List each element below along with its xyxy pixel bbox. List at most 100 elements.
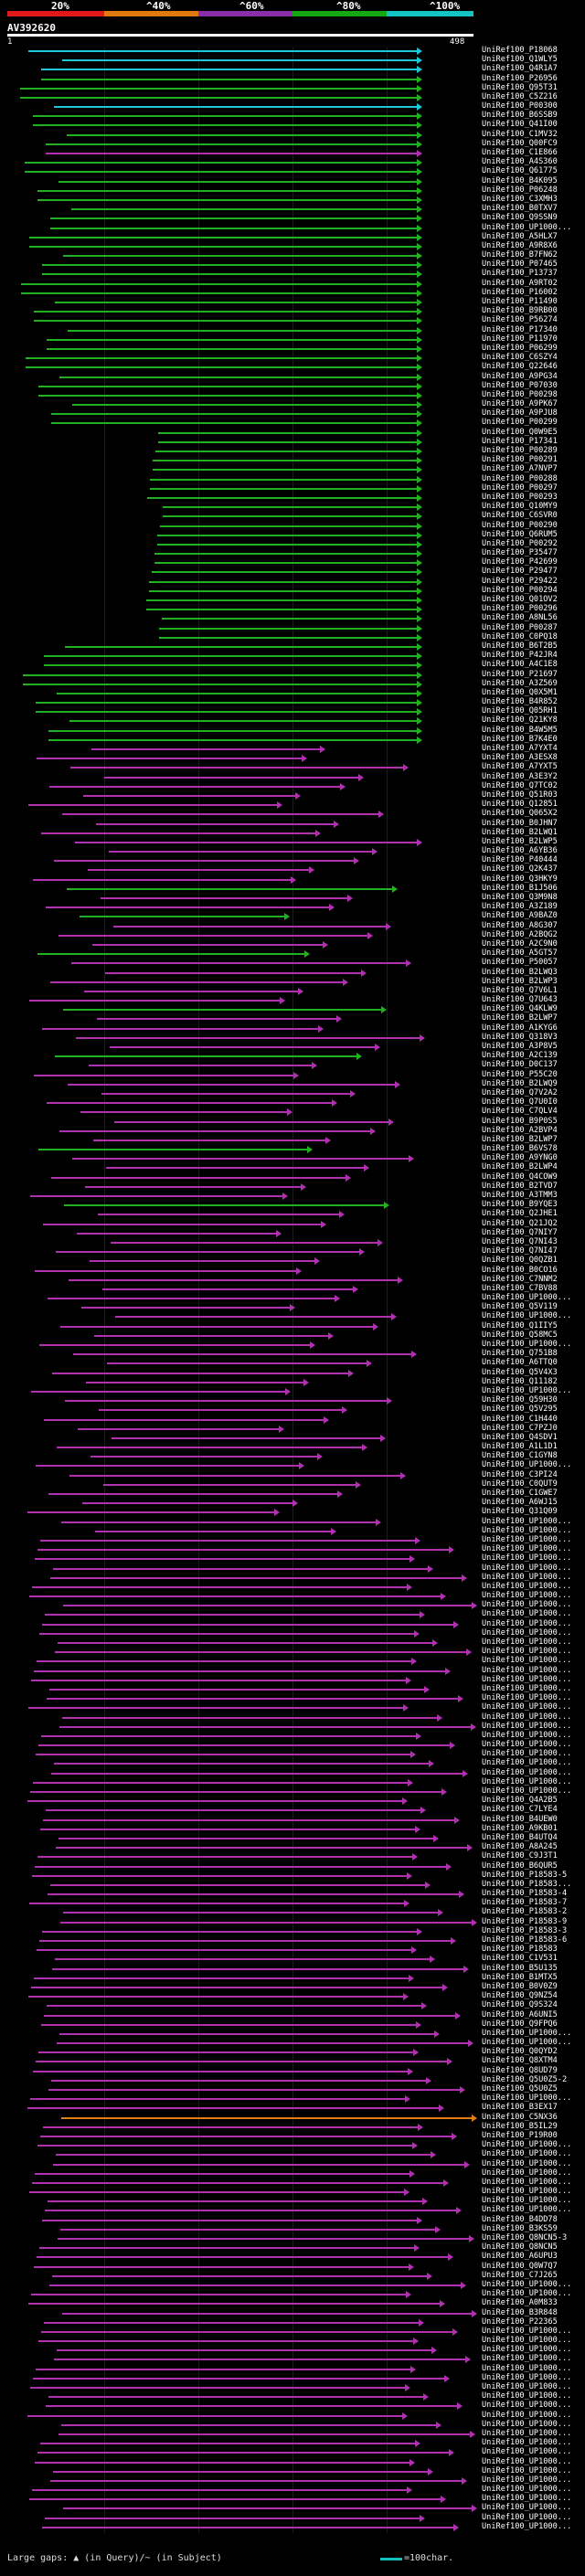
hit-label[interactable]: UniRef100_A8G307 [482, 920, 558, 930]
hit-label[interactable]: UniRef100_UP1000... [482, 2419, 572, 2429]
hit-label[interactable]: UniRef100_UP1000... [482, 1627, 572, 1638]
hit-label[interactable]: UniRef100_UP1000... [482, 1693, 572, 1703]
hit-label[interactable]: UniRef100_B2LWP5 [482, 836, 558, 846]
hit-row[interactable]: UniRef100_UP1000... [0, 1693, 585, 1703]
hit-label[interactable]: UniRef100_Q318V3 [482, 1032, 558, 1042]
hit-row[interactable]: UniRef100_B2LWQ9 [0, 1079, 585, 1088]
hit-label[interactable]: UniRef100_UP1000... [482, 1683, 572, 1693]
hit-row[interactable]: UniRef100_Q22646 [0, 362, 585, 372]
hit-row[interactable]: UniRef100_A2BVP4 [0, 1126, 585, 1135]
hit-label[interactable]: UniRef100_UP1000... [482, 1702, 572, 1712]
hit-row[interactable]: UniRef100_B0TXV7 [0, 204, 585, 214]
hit-row[interactable]: UniRef100_UP1000... [0, 2522, 585, 2531]
hit-row[interactable]: UniRef100_P00287 [0, 623, 585, 632]
hit-row[interactable]: UniRef100_P00293 [0, 493, 585, 502]
hit-label[interactable]: UniRef100_B2LWP4 [482, 1162, 558, 1172]
hit-label[interactable]: UniRef100_UP1000... [482, 1656, 572, 1666]
hit-row[interactable]: UniRef100_UP1000... [0, 1311, 585, 1321]
hit-label[interactable]: UniRef100_UP1000... [482, 1311, 572, 1321]
hit-row[interactable]: UniRef100_Q7NI43 [0, 1237, 585, 1246]
hit-label[interactable]: UniRef100_P06299 [482, 343, 558, 353]
hit-row[interactable]: UniRef100_C1GYN8 [0, 1451, 585, 1461]
hit-label[interactable]: UniRef100_UP1000... [482, 2149, 572, 2159]
hit-label[interactable]: UniRef100_Q05RH1 [482, 706, 558, 716]
hit-row[interactable]: UniRef100_A9RT02 [0, 279, 585, 288]
hit-row[interactable]: UniRef100_P00288 [0, 474, 585, 483]
hit-row[interactable]: UniRef100_B7FN62 [0, 250, 585, 260]
hit-row[interactable]: UniRef100_UP1000... [0, 1619, 585, 1628]
hit-label[interactable]: UniRef100_Q1WLY5 [482, 55, 558, 65]
hit-row[interactable]: UniRef100_A3P8V5 [0, 1042, 585, 1052]
hit-row[interactable]: UniRef100_P29477 [0, 567, 585, 577]
hit-label[interactable]: UniRef100_P13737 [482, 269, 558, 279]
hit-row[interactable]: UniRef100_UP1000... [0, 2457, 585, 2466]
hit-label[interactable]: UniRef100_Q61775 [482, 166, 558, 176]
hit-row[interactable]: UniRef100_C7PZJ0 [0, 1424, 585, 1433]
hit-label[interactable]: UniRef100_A3P8V5 [482, 1042, 558, 1052]
hit-label[interactable]: UniRef100_P29477 [482, 567, 558, 577]
hit-label[interactable]: UniRef100_P00289 [482, 446, 558, 456]
hit-label[interactable]: UniRef100_UP1000... [482, 1385, 572, 1395]
hit-label[interactable]: UniRef100_C5Z216 [482, 91, 558, 101]
hit-label[interactable]: UniRef100_C3PI24 [482, 1469, 558, 1479]
hit-row[interactable]: UniRef100_UP1000... [0, 1675, 585, 1684]
hit-row[interactable]: UniRef100_UP1000... [0, 2094, 585, 2104]
hit-label[interactable]: UniRef100_B2LWP7 [482, 1013, 558, 1023]
hit-row[interactable]: UniRef100_UP1000... [0, 2475, 585, 2485]
hit-label[interactable]: UniRef100_A4S360 [482, 157, 558, 167]
hit-label[interactable]: UniRef100_A2BQG2 [482, 929, 558, 939]
hit-label[interactable]: UniRef100_B0CO16 [482, 1265, 558, 1275]
hit-label[interactable]: UniRef100_UP1000... [482, 2503, 572, 2513]
hit-row[interactable]: UniRef100_A9YNG0 [0, 1153, 585, 1163]
hit-label[interactable]: UniRef100_B6SSB9 [482, 111, 558, 121]
hit-label[interactable]: UniRef100_A9YNG0 [482, 1153, 558, 1163]
hit-row[interactable]: UniRef100_P00296 [0, 604, 585, 614]
hit-label[interactable]: UniRef100_UP1000... [482, 2345, 572, 2355]
hit-label[interactable]: UniRef100_UP1000... [482, 2326, 572, 2336]
hit-label[interactable]: UniRef100_UP1000... [482, 2372, 572, 2382]
hit-row[interactable]: UniRef100_UP1000... [0, 1776, 585, 1786]
hit-label[interactable]: UniRef100_UP1000... [482, 1609, 572, 1619]
hit-label[interactable]: UniRef100_Q2K437 [482, 864, 558, 875]
hit-label[interactable]: UniRef100_A9PK67 [482, 399, 558, 409]
hit-label[interactable]: UniRef100_Q7V6L1 [482, 985, 558, 995]
hit-row[interactable]: UniRef100_UP1000... [0, 223, 585, 232]
hit-row[interactable]: UniRef100_B3EX17 [0, 2103, 585, 2113]
hit-row[interactable]: UniRef100_P00297 [0, 483, 585, 493]
hit-label[interactable]: UniRef100_UP1000... [482, 2279, 572, 2289]
hit-row[interactable]: UniRef100_A9BAZ0 [0, 911, 585, 921]
hit-row[interactable]: UniRef100_Q7U643 [0, 995, 585, 1005]
hit-row[interactable]: UniRef100_Q8UD79 [0, 2066, 585, 2075]
hit-label[interactable]: UniRef100_UP1000... [482, 1776, 572, 1786]
hit-row[interactable]: UniRef100_P18583-4 [0, 1889, 585, 1899]
hit-row[interactable]: UniRef100_B2LWQ1 [0, 828, 585, 837]
hit-label[interactable]: UniRef100_UP1000... [482, 1293, 572, 1303]
hit-row[interactable]: UniRef100_UP1000... [0, 2503, 585, 2513]
hit-label[interactable]: UniRef100_C7QLV4 [482, 1107, 558, 1117]
hit-label[interactable]: UniRef100_Q00FC9 [482, 138, 558, 148]
hit-row[interactable]: UniRef100_P07030 [0, 381, 585, 390]
hit-label[interactable]: UniRef100_B0V0Z9 [482, 1981, 558, 1991]
hit-row[interactable]: UniRef100_A4C1E8 [0, 660, 585, 670]
hit-row[interactable]: UniRef100_A4S360 [0, 157, 585, 167]
hit-label[interactable]: UniRef100_A0M833 [482, 2298, 558, 2308]
hit-row[interactable]: UniRef100_UP1000... [0, 2485, 585, 2495]
hit-row[interactable]: UniRef100_UP1000... [0, 2438, 585, 2448]
hit-row[interactable]: UniRef100_Q2JHE1 [0, 1209, 585, 1219]
hit-row[interactable]: UniRef100_UP1000... [0, 2429, 585, 2438]
hit-row[interactable]: UniRef100_Q3HKY9 [0, 875, 585, 884]
hit-label[interactable]: UniRef100_UP1000... [482, 2363, 572, 2373]
hit-row[interactable]: UniRef100_UP1000... [0, 1564, 585, 1573]
hit-label[interactable]: UniRef100_B4K095 [482, 175, 558, 186]
hit-row[interactable]: UniRef100_A1KYG6 [0, 1023, 585, 1033]
hit-row[interactable]: UniRef100_P21697 [0, 670, 585, 679]
hit-label[interactable]: UniRef100_UP1000... [482, 2485, 572, 2495]
hit-label[interactable]: UniRef100_UP1000... [482, 1544, 572, 1554]
hit-row[interactable]: UniRef100_C9J3T1 [0, 1851, 585, 1861]
hit-label[interactable]: UniRef100_UP1000... [482, 1525, 572, 1535]
hit-row[interactable]: UniRef100_P11970 [0, 334, 585, 344]
hit-label[interactable]: UniRef100_Q95T31 [482, 82, 558, 92]
hit-label[interactable]: UniRef100_A2C9N0 [482, 938, 558, 949]
hit-label[interactable]: UniRef100_UP1000... [482, 1749, 572, 1759]
hit-row[interactable]: UniRef100_Q0W7Q7 [0, 2262, 585, 2271]
